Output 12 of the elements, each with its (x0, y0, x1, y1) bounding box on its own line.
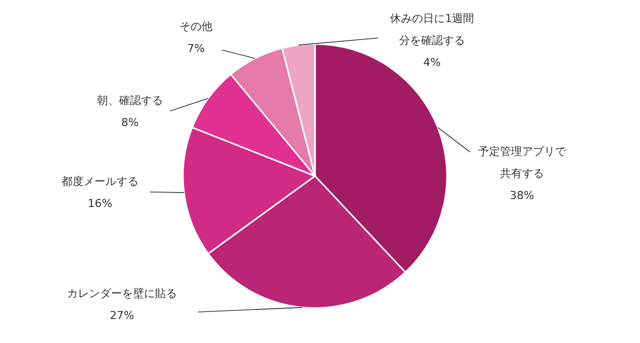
data-label: 27% (110, 309, 134, 322)
slice-label: その他 (180, 20, 212, 33)
data-label: 4% (423, 56, 441, 69)
slice-label: 予定管理アプリで共有する (478, 145, 567, 180)
slice-label: 都度メールする (62, 175, 138, 188)
data-label: 7% (187, 42, 205, 55)
slice-label: 休みの日に1週間分を確認する (390, 12, 474, 47)
data-label: 38% (510, 189, 534, 202)
data-label: 8% (121, 116, 139, 129)
data-label: 16% (88, 197, 112, 210)
slice-label: 朝、確認する (97, 94, 163, 107)
slice-label: カレンダーを壁に貼る (67, 287, 177, 300)
